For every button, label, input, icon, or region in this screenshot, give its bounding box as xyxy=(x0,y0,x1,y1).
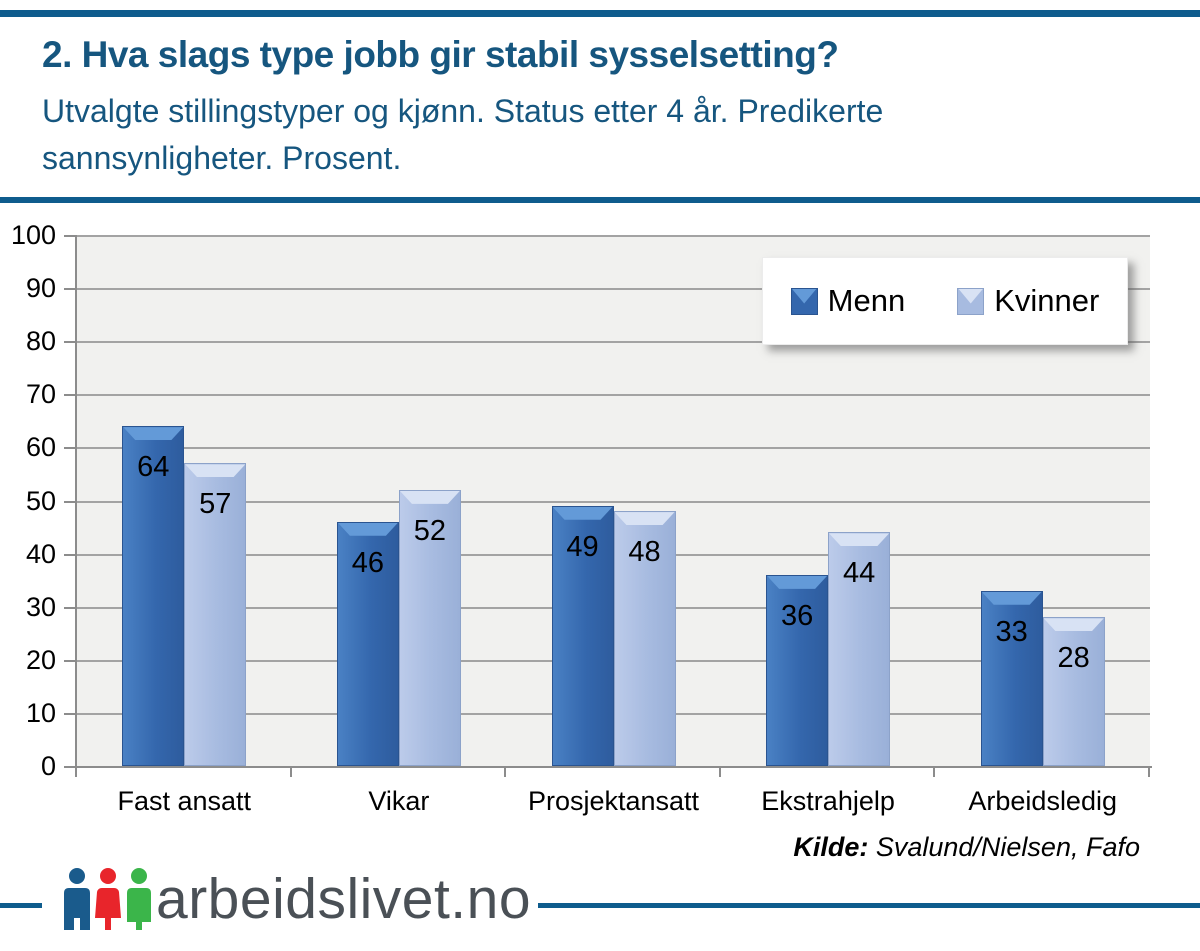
bar-kvinner-fast-ansatt: 57 xyxy=(184,463,247,766)
legend-item-kvinner: Kvinner xyxy=(957,283,1099,319)
y-axis-tick-90 xyxy=(64,288,75,291)
bar-menn-prosjektansatt: 49 xyxy=(551,505,614,766)
gridline-50 xyxy=(77,500,1150,503)
footer-rule-left xyxy=(0,903,42,908)
source-label: Kilde: xyxy=(793,832,869,862)
y-axis-tick-80 xyxy=(64,341,75,344)
y-axis-label-40: 40 xyxy=(25,538,56,569)
chart-legend: Menn Kvinner xyxy=(762,257,1128,345)
y-axis-label-0: 0 xyxy=(40,751,56,781)
x-axis-tick-3 xyxy=(718,768,721,777)
page-subtitle: Utvalgte stillingstyper og kjønn. Status… xyxy=(42,88,1042,182)
bar-menn-ekstrahjelp: 36 xyxy=(766,574,829,766)
legend-label: Menn xyxy=(827,283,906,318)
x-axis-tick-4 xyxy=(933,768,936,777)
y-axis-label-100: 100 xyxy=(10,220,56,250)
y-axis-label-90: 90 xyxy=(25,273,56,304)
y-axis-tick-100 xyxy=(64,235,75,237)
y-axis-tick-50 xyxy=(64,500,75,503)
source-text: Svalund/Nielsen, Fafo xyxy=(868,832,1140,862)
y-axis-tick-20 xyxy=(64,659,75,662)
top-rule xyxy=(0,10,1200,17)
bar-value-label: 36 xyxy=(780,599,814,632)
legend-marker-icon xyxy=(957,287,985,315)
x-axis-label-ekstrahjelp: Ekstrahjelp xyxy=(761,786,895,816)
legend-marker-icon xyxy=(790,287,818,315)
header-divider-rule xyxy=(0,197,1200,203)
arbeidslivet-logo-icon xyxy=(64,868,152,935)
y-axis-label-60: 60 xyxy=(25,432,56,463)
legend-label: Kvinner xyxy=(994,283,1100,318)
bar-menn-arbeidsledig: 33 xyxy=(980,590,1043,766)
x-axis-tick-1 xyxy=(289,768,292,777)
gridline-80 xyxy=(77,341,1150,344)
x-axis-label-prosjektansatt: Prosjektansatt xyxy=(527,786,700,816)
subtitle-line-2: sannsynligheter. Prosent. xyxy=(42,140,402,176)
y-axis-tick-40 xyxy=(64,553,75,556)
bar-value-label: 48 xyxy=(628,536,661,569)
bar-value-label: 52 xyxy=(413,514,447,547)
bar-kvinner-ekstrahjelp: 44 xyxy=(828,532,891,766)
bar-menn-vikar: 46 xyxy=(336,521,399,766)
subtitle-line-1: Utvalgte stillingstyper og kjønn. Status… xyxy=(42,93,884,129)
y-axis-tick-60 xyxy=(64,447,75,450)
bar-value-label: 44 xyxy=(842,557,876,590)
y-axis-label-30: 30 xyxy=(25,591,56,622)
x-axis-tick-5 xyxy=(1148,768,1150,777)
x-axis-label-vikar: Vikar xyxy=(368,786,430,816)
y-axis-line xyxy=(75,235,77,768)
gridline-100 xyxy=(77,235,1150,237)
y-axis-tick-0 xyxy=(64,766,75,768)
bar-value-label: 28 xyxy=(1057,642,1090,675)
y-axis-label-10: 10 xyxy=(25,697,56,728)
x-axis-label-arbeidsledig: Arbeidsledig xyxy=(968,786,1117,816)
legend-item-menn: Menn xyxy=(790,283,906,319)
bar-value-label: 64 xyxy=(137,451,170,484)
y-axis-tick-30 xyxy=(64,606,75,609)
bar-value-label: 33 xyxy=(995,615,1028,648)
x-axis-line xyxy=(75,766,1152,768)
y-axis-label-70: 70 xyxy=(25,379,56,410)
bar-menn-fast-ansatt: 64 xyxy=(122,426,185,766)
y-axis-label-80: 80 xyxy=(25,326,56,357)
bar-value-label: 49 xyxy=(566,530,599,563)
y-axis-label-50: 50 xyxy=(25,485,56,516)
bar-value-label: 46 xyxy=(351,546,385,579)
y-axis-label-20: 20 xyxy=(25,644,56,675)
x-axis-label-fast-ansatt: Fast ansatt xyxy=(117,786,252,816)
gridline-60 xyxy=(77,447,1150,450)
footer-logo-text: arbeidslivet.no xyxy=(156,867,532,931)
gridline-90 xyxy=(77,288,1150,291)
x-axis-tick-2 xyxy=(504,768,507,777)
y-axis-tick-10 xyxy=(64,712,75,715)
source-note: Kilde: Svalund/Nielsen, Fafo xyxy=(600,832,1140,863)
y-axis-tick-70 xyxy=(64,394,75,397)
bar-kvinner-prosjektansatt: 48 xyxy=(613,511,676,766)
page-title: 2. Hva slags type jobb gir stabil syssel… xyxy=(42,34,839,75)
bar-kvinner-vikar: 52 xyxy=(398,489,461,766)
footer-rule-right xyxy=(538,903,1200,908)
gridline-70 xyxy=(77,394,1150,397)
bar-kvinner-arbeidsledig: 28 xyxy=(1042,617,1105,766)
bar-value-label: 57 xyxy=(199,488,232,521)
x-axis-tick-0 xyxy=(75,768,77,777)
